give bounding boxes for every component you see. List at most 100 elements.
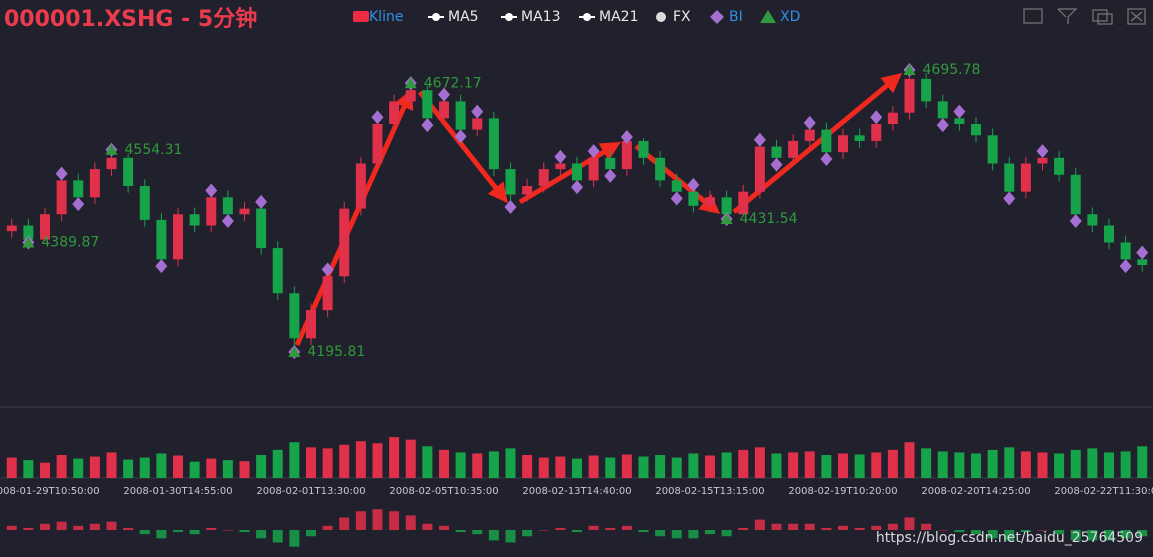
macd-bar [605,527,616,530]
legend-label: BI [729,9,743,25]
volume-bar [23,460,34,478]
macd-bar [289,530,300,547]
candle-body [954,118,965,124]
xd-label: 4195.81 [307,344,365,360]
volume-bar [904,442,915,478]
macd-bar [655,530,666,537]
bi-point [438,87,450,102]
volume-bar [189,461,200,478]
xd-point [903,63,916,75]
volume-bar [106,452,117,478]
macd-bar [256,530,267,539]
macd-bar [721,530,732,537]
bi-point [604,168,617,183]
x-tick-label: 2008-02-22T11:30:00 [1054,486,1153,497]
bi-point [1036,144,1049,159]
bi-point [221,214,234,229]
volume-bar [422,446,433,478]
macd-bar [987,530,998,539]
bi-point [205,183,218,198]
volume-bar [605,457,616,478]
candle-body [472,118,483,130]
macd-bar [937,530,948,531]
legend-label: FX [673,9,691,25]
volume-bar [621,454,632,478]
candle-body [23,225,34,240]
macd-bar [621,525,632,530]
legend-icon [505,13,513,21]
xd-point [105,143,118,155]
candle-body [671,180,682,192]
xd-label: 4554.31 [125,142,183,158]
volume-bar [1070,449,1081,478]
macd-bar [339,517,350,530]
legend-label: MA5 [448,9,479,25]
toolbox[interactable] [1023,8,1146,25]
candle-body [1087,214,1098,226]
volume-bar [1037,452,1048,478]
volume-bar [638,456,649,478]
volume-bar [222,460,233,478]
macd-bar [688,530,699,539]
volume-bar [771,453,782,478]
legend-icon [353,11,369,22]
macd-bar [887,523,898,530]
candle-body [1054,157,1065,175]
candle-body [1104,225,1114,243]
volume-bar [89,456,100,478]
bi-point [670,191,683,206]
candle-body [6,225,17,232]
macd-bar [1070,530,1081,541]
x-tick-label: 2008-02-13T14:40:00 [522,486,631,497]
legend-label: XD [780,9,800,25]
volume-bar [339,444,350,478]
volume-bar [804,451,815,478]
annotation-arrows [294,72,903,347]
volume-bar [306,447,316,478]
bi-point [820,151,833,166]
bi-point [554,149,567,164]
candle-body [89,169,100,198]
candle-body [222,197,233,215]
bi-point [936,118,949,133]
volume-bar [871,452,882,478]
candle-body [189,214,200,226]
macd-bar [1020,530,1031,533]
macd-bar [23,527,34,530]
candle-body [887,112,898,124]
bi-point [471,104,484,119]
volume-bar [272,449,283,478]
volume-bar [1137,446,1148,478]
volume-bar [40,462,50,478]
macd-bar [106,521,117,530]
volume-bar [488,451,499,478]
candle-body [522,186,533,195]
candle-body [655,157,666,181]
macd-bar [40,523,50,530]
legend-icon [656,12,666,22]
candle-body [1120,242,1131,260]
candle-body [156,219,167,260]
volume-bar [355,441,366,478]
candle-body [572,163,582,181]
candle-body [123,157,134,187]
watermark: https://blog.csdn.net/baidu_25764509 [876,530,1143,546]
volume-bar [1087,448,1098,478]
candle-body [705,197,715,206]
volume-bar [721,452,732,478]
volume-bar [937,451,948,478]
volume-bar [954,452,965,478]
volume-bar [1054,453,1065,478]
candle-body [555,163,566,170]
volume-bar [555,456,566,478]
macd-bar [1137,530,1148,537]
volume-bar [1104,452,1114,478]
candle-body [838,135,848,153]
bi-point [321,262,334,277]
macd-bar [389,511,400,530]
x-tick-label: 2008-01-29T10:50:00 [0,486,100,497]
macd-bar [1004,530,1015,541]
candle-body [439,101,449,119]
volume-bar [655,455,666,478]
candle-body [754,146,765,192]
